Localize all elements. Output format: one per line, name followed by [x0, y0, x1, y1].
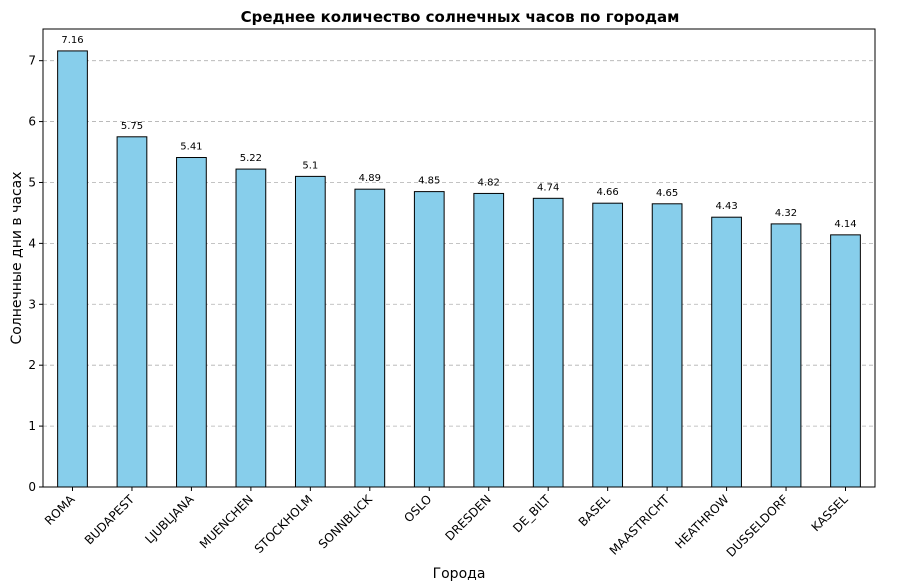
y-tick-label: 4 [28, 236, 36, 250]
bar [532, 197, 564, 488]
bars [57, 50, 861, 488]
bar [592, 202, 624, 488]
y-axis-ticks: 0 1 2 3 4 5 6 7 [28, 54, 43, 494]
x-tick-label: DRESDEN [443, 492, 494, 543]
y-tick-label: 0 [28, 480, 36, 494]
bar [294, 175, 326, 488]
x-tick-label: KASSEL [809, 492, 851, 534]
bar [413, 191, 445, 488]
x-tick-label: BUDAPEST [82, 492, 138, 548]
bar [57, 50, 88, 488]
x-tick-label: MUENCHEN [197, 492, 256, 551]
x-tick-label: ROMA [42, 492, 78, 528]
x-tick-label: SONNBLICK [316, 491, 376, 551]
grid-lines [43, 60, 875, 427]
bar [354, 188, 386, 488]
plot-frame [42, 28, 876, 488]
x-tick-label: OSLO [401, 492, 434, 525]
x-tick-label: LJUBLJANA [142, 492, 197, 547]
data-label: 5.75 [121, 121, 143, 132]
data-label: 4.66 [597, 187, 619, 198]
y-tick-label: 2 [28, 358, 36, 372]
bar [473, 192, 505, 488]
x-tick-label: DUSSELDORF [724, 492, 792, 560]
x-tick-label: BASEL [576, 492, 613, 529]
data-label: 4.89 [359, 173, 381, 184]
bar [176, 157, 207, 488]
x-tick-label: STOCKHOLM [252, 492, 316, 556]
data-label: 4.74 [537, 182, 559, 193]
x-tick-label: DE_BILT [510, 492, 554, 536]
y-tick-label: 1 [28, 419, 36, 433]
data-label: 4.85 [418, 176, 440, 187]
y-tick-label: 6 [28, 115, 36, 129]
x-axis-label: Города [433, 566, 486, 582]
data-label: 5.41 [180, 142, 202, 153]
x-tick-label: MAASTRICHT [607, 492, 673, 558]
data-label: 4.14 [834, 219, 856, 230]
bar [770, 223, 802, 488]
data-labels: 7.16 5.75 5.41 5.22 5.1 4.89 4.85 4.82 4.74 4.66 4… [61, 35, 856, 230]
y-tick-label: 5 [28, 175, 36, 189]
data-label: 5.1 [302, 160, 318, 171]
x-tick-label: HEATHROW [672, 492, 731, 551]
y-tick-label: 7 [28, 54, 36, 68]
y-axis-label: Солнечные дни в часах [9, 171, 25, 344]
data-label: 4.32 [775, 208, 797, 219]
bar [651, 203, 683, 488]
bar [116, 136, 148, 488]
data-label: 5.22 [240, 153, 262, 164]
data-label: 4.43 [715, 201, 737, 212]
chart-title: Среднее количество солнечных часов по го… [241, 8, 680, 26]
bar [235, 168, 267, 488]
data-label: 4.65 [656, 188, 678, 199]
data-label: 7.16 [61, 35, 83, 46]
bar [830, 234, 861, 488]
y-tick-label: 3 [28, 297, 36, 311]
bar [711, 216, 742, 488]
data-label: 4.82 [478, 177, 500, 188]
